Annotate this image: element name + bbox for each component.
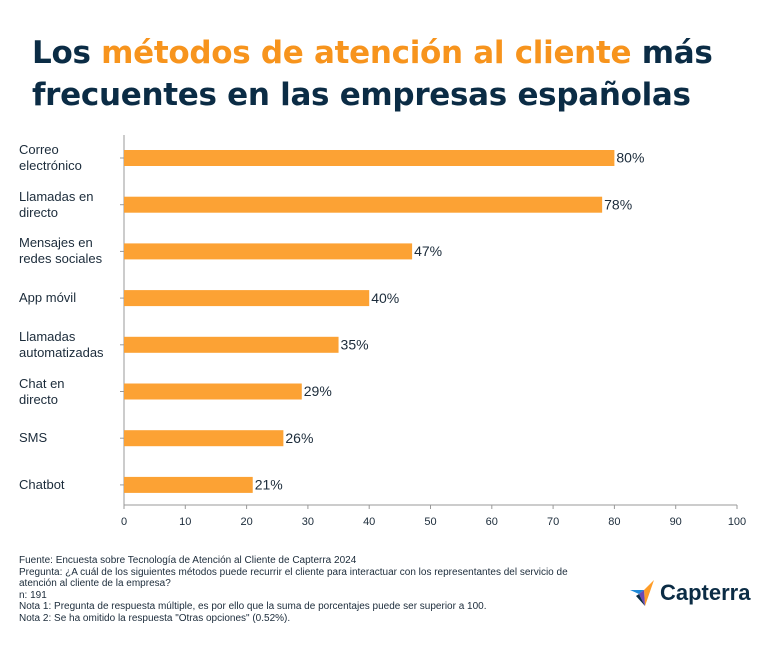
chart-title: Los métodos de atención al cliente más fr… xyxy=(32,32,713,116)
category-label: Chatbot xyxy=(19,476,65,492)
value-label: 26% xyxy=(285,430,313,446)
title-part: frecuentes en las empresas españolas xyxy=(32,77,691,113)
logo-icon xyxy=(630,580,654,606)
category-label: App móvil xyxy=(19,290,77,306)
x-tick-label: 100 xyxy=(728,516,746,528)
category-label: Chat en directo xyxy=(19,375,65,407)
x-tick-label: 0 xyxy=(121,516,127,528)
category-label: Correo electrónico xyxy=(19,142,82,173)
x-tick-label: 50 xyxy=(424,516,436,528)
bar xyxy=(124,383,302,400)
footnote: Pregunta: ¿A cuál de los siguientes méto… xyxy=(19,566,568,590)
logo-text: Capterra xyxy=(660,580,751,605)
title-part: Los xyxy=(32,35,91,71)
category-label: Llamadas automatizadas xyxy=(19,328,104,360)
footnote: Nota 1: Pregunta de respuesta múltiple, … xyxy=(19,601,487,612)
bar xyxy=(124,476,253,493)
x-tick-label: 40 xyxy=(363,516,375,528)
title-highlight: métodos de atención al cliente xyxy=(101,35,632,71)
bar xyxy=(124,196,603,213)
bar xyxy=(124,150,615,166)
category-label: Llamadas en directo xyxy=(19,188,94,220)
value-label: 78% xyxy=(604,196,632,212)
value-label: 40% xyxy=(371,290,399,306)
footnotes: Fuente: Encuesta sobre Tecnología de Ate… xyxy=(19,555,579,624)
bar xyxy=(124,290,370,307)
x-tick-label: 70 xyxy=(547,516,559,528)
value-label: 80% xyxy=(616,150,644,166)
bar xyxy=(124,430,284,447)
category-label: Mensajes en redes sociales xyxy=(19,235,103,267)
value-label: 35% xyxy=(341,337,369,353)
value-label: 47% xyxy=(414,243,442,259)
logo: Capterra xyxy=(630,578,750,608)
x-tick-label: 60 xyxy=(486,516,498,528)
x-tick-label: 80 xyxy=(608,516,620,528)
title-part: más xyxy=(641,35,713,71)
bar xyxy=(124,243,413,260)
value-label: 21% xyxy=(255,477,283,493)
footnote: Nota 2: Se ha omitido la respuesta "Otra… xyxy=(19,612,291,624)
footnote: Fuente: Encuesta sobre Tecnología de Ate… xyxy=(19,555,357,566)
category-label: SMS xyxy=(19,430,48,446)
x-tick-label: 20 xyxy=(240,516,252,528)
footnote: n: 191 xyxy=(19,589,47,601)
x-tick-label: 30 xyxy=(302,516,314,528)
x-tick-label: 90 xyxy=(670,516,682,528)
x-tick-label: 10 xyxy=(179,516,191,528)
value-label: 29% xyxy=(304,383,332,399)
bar xyxy=(124,336,339,353)
